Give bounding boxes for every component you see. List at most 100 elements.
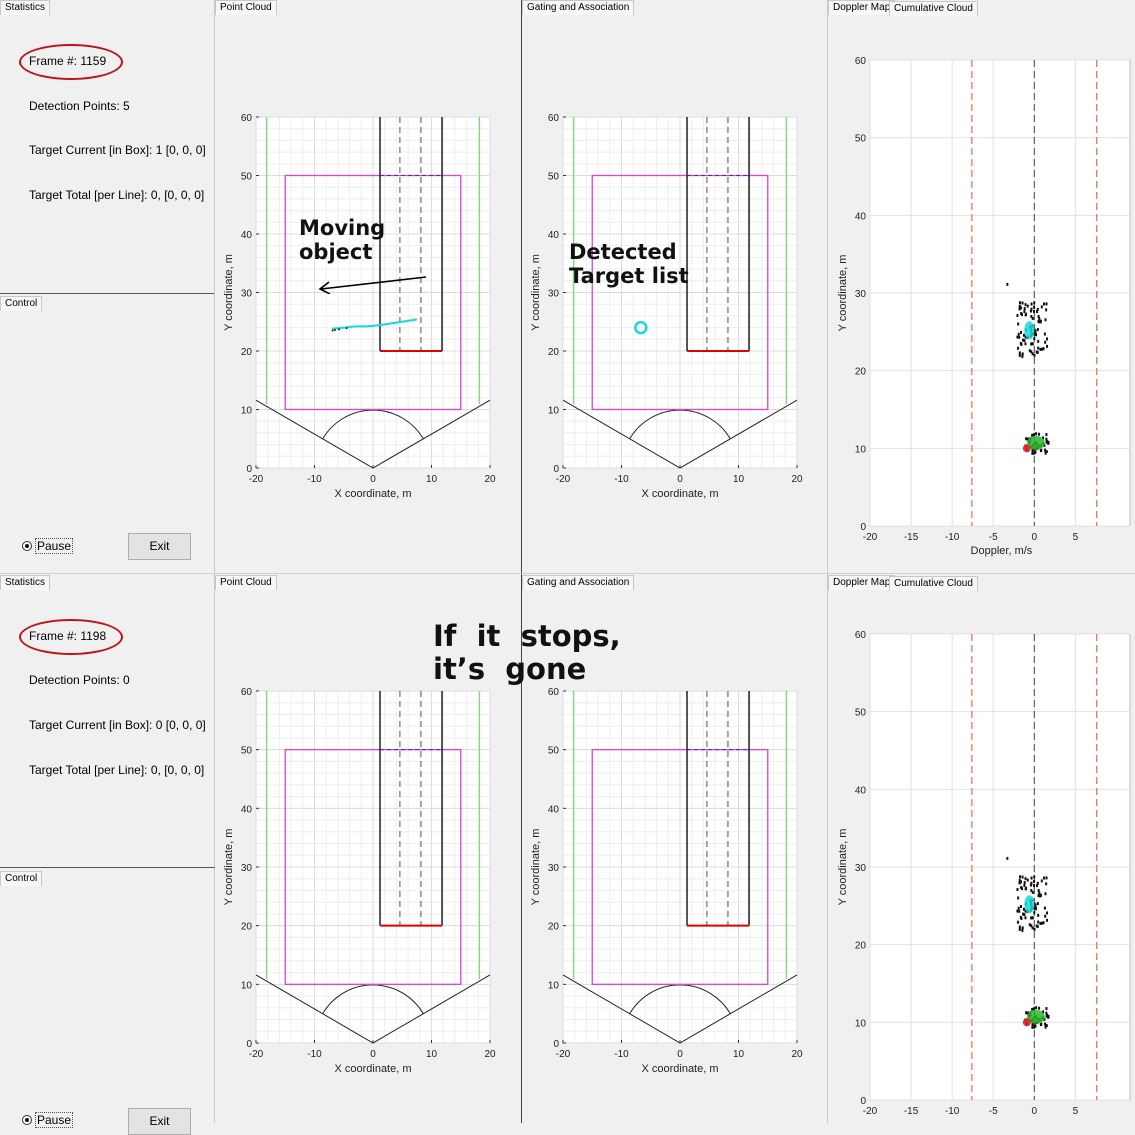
- point-cloud-point: [333, 328, 336, 331]
- tab-point-cloud[interactable]: Point Cloud: [215, 575, 277, 590]
- y-tick-label: 30: [548, 289, 560, 300]
- target-current: Target Current [in Box]: 1 [0, 0, 0]: [29, 143, 206, 157]
- tab-cumulative-cloud[interactable]: Cumulative Cloud: [889, 576, 978, 591]
- tab-doppler-map[interactable]: Doppler Map: [828, 0, 896, 15]
- doppler-point: [1038, 1006, 1041, 1010]
- y-tick-label: 0: [860, 1096, 866, 1107]
- y-tick-label: 20: [548, 922, 560, 933]
- doppler-point: [1023, 913, 1026, 917]
- panel-divider: [0, 293, 215, 294]
- doppler-point: [1018, 304, 1021, 308]
- y-axis-label: Y coordinate, m: [530, 829, 542, 906]
- y-tick-label: 20: [855, 367, 867, 378]
- target-total: Target Total [per Line]: 0, [0, 0, 0]: [29, 188, 205, 202]
- x-tick-label: 0: [1032, 532, 1038, 543]
- y-tick-label: 50: [548, 172, 560, 183]
- doppler-point: [1030, 307, 1033, 311]
- y-tick-label: 50: [855, 134, 867, 145]
- tab-doppler-map[interactable]: Doppler Map: [828, 575, 896, 590]
- doppler-point: [1030, 881, 1033, 885]
- doppler-point: [1018, 307, 1021, 311]
- doppler-point: [1043, 906, 1046, 910]
- doppler-point: [1024, 342, 1027, 346]
- y-tick-label: 10: [548, 980, 560, 991]
- boundary-box: [284, 174, 462, 411]
- x-tick-label: -10: [614, 1049, 629, 1060]
- exit-button[interactable]: Exit: [128, 1108, 191, 1135]
- doppler-point: [1023, 339, 1026, 343]
- doppler-point: [1021, 875, 1024, 879]
- exit-button[interactable]: Exit: [128, 533, 191, 560]
- doppler-point: [1036, 307, 1039, 311]
- doppler-point: [1023, 309, 1026, 313]
- doppler-point: [1023, 883, 1026, 887]
- doppler-point: [1046, 918, 1049, 922]
- doppler-point: [1018, 881, 1021, 885]
- doppler-point: [1018, 335, 1021, 339]
- tab-control[interactable]: Control: [0, 871, 43, 886]
- doppler-point: [1036, 884, 1039, 888]
- doppler-point: [1022, 912, 1025, 916]
- detected-target-annotation: Detected Target list: [569, 240, 689, 289]
- y-tick-label: 20: [855, 941, 867, 952]
- x-axis-label: X coordinate, m: [334, 1063, 411, 1075]
- tab-statistics[interactable]: Statistics: [0, 0, 51, 15]
- x-tick-label: -15: [904, 532, 919, 543]
- doppler-point: [1037, 346, 1040, 350]
- doppler-point: [1035, 333, 1038, 337]
- doppler-point: [1034, 905, 1037, 909]
- radio-dot-icon: [22, 541, 32, 551]
- doppler-point: [1021, 301, 1024, 305]
- doppler-point: [1031, 316, 1034, 320]
- tab-cumulative-cloud[interactable]: Cumulative Cloud: [889, 1, 978, 16]
- doppler-point: [1035, 1006, 1038, 1010]
- tab-point-cloud[interactable]: Point Cloud: [215, 0, 277, 15]
- tab-statistics[interactable]: Statistics: [0, 575, 51, 590]
- doppler-point: [1020, 886, 1023, 890]
- x-tick-label: 10: [733, 1049, 745, 1060]
- doppler-point: [1044, 451, 1047, 455]
- pause-radio[interactable]: Pause: [22, 1112, 74, 1128]
- doppler-point: [1021, 929, 1024, 933]
- x-tick-label: -20: [249, 1049, 264, 1060]
- tab-gating[interactable]: Gating and Association: [522, 0, 635, 15]
- doppler-point: [1034, 450, 1037, 454]
- y-tick-label: 0: [246, 464, 252, 475]
- doppler-point: [1018, 351, 1021, 355]
- y-tick-label: 0: [860, 522, 866, 533]
- y-tick-label: 10: [548, 406, 560, 417]
- doppler-point: [1016, 909, 1019, 913]
- doppler-point: [1036, 350, 1039, 354]
- doppler-point: [1026, 878, 1029, 882]
- doppler-point: [1034, 1024, 1037, 1028]
- doppler-point: [1031, 1025, 1034, 1029]
- doppler-point: [1037, 920, 1040, 924]
- doppler-point: [1044, 1025, 1047, 1029]
- doppler-point: [1031, 451, 1034, 455]
- tab-gating[interactable]: Gating and Association: [522, 575, 635, 590]
- y-tick-label: 40: [855, 211, 867, 222]
- doppler-point: [1017, 906, 1020, 910]
- panel-divider: [0, 867, 215, 868]
- x-tick-label: 5: [1073, 1106, 1079, 1117]
- y-tick-label: 20: [241, 347, 253, 358]
- target-cluster-green: [1026, 435, 1045, 450]
- doppler-point: [1022, 338, 1025, 342]
- doppler-point: [1026, 1011, 1029, 1015]
- x-tick-label: 20: [484, 474, 496, 485]
- pause-radio[interactable]: Pause: [22, 538, 74, 554]
- y-axis-label: Y coordinate, m: [837, 829, 849, 906]
- tab-control[interactable]: Control: [0, 296, 43, 311]
- doppler-point: [1020, 342, 1023, 346]
- doppler-point: [1029, 309, 1032, 313]
- doppler-point: [1042, 347, 1045, 351]
- radio-dot-icon: [22, 1115, 32, 1125]
- frame-number: Frame #: 1159: [29, 54, 107, 68]
- doppler-point: [1040, 305, 1043, 309]
- doppler-point: [1044, 914, 1047, 918]
- doppler-point: [1042, 1010, 1045, 1014]
- doppler-point: [1036, 881, 1039, 885]
- doppler-point: [1046, 911, 1049, 915]
- x-tick-label: 0: [1032, 1106, 1038, 1117]
- x-tick-label: 20: [791, 474, 803, 485]
